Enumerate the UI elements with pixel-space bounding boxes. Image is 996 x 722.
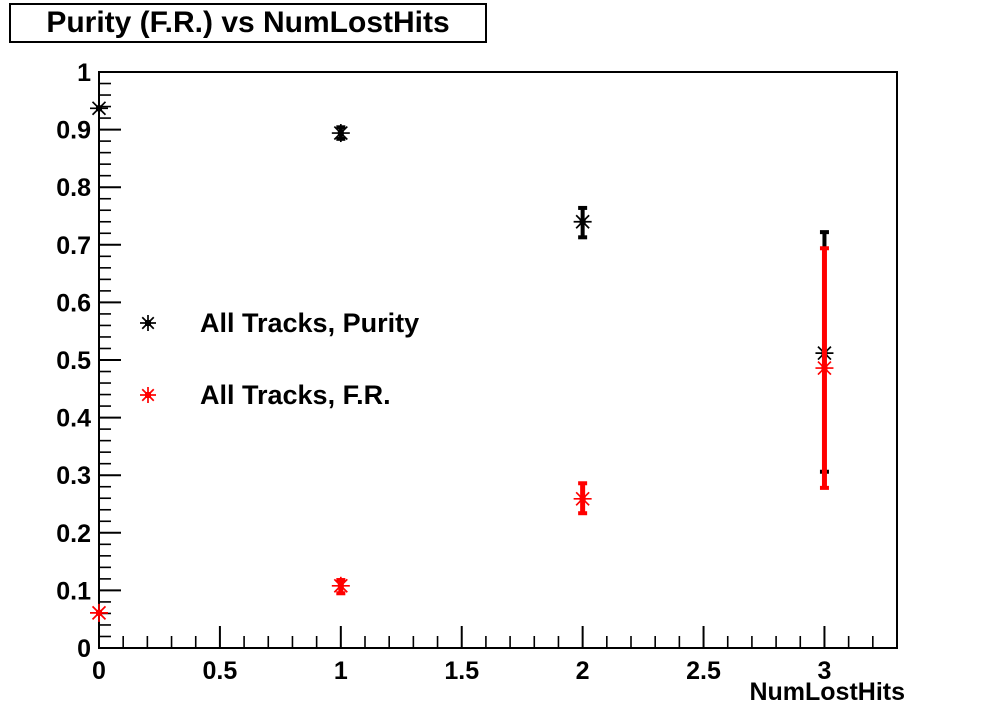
y-tick-label: 0.7: [56, 232, 91, 260]
chart-title: Purity (F.R.) vs NumLostHits: [46, 6, 450, 39]
marker-center: [96, 105, 102, 112]
y-tick-label: 0.3: [56, 462, 91, 490]
legend-marker-purity: [140, 315, 156, 331]
x-tick-label: 1.5: [444, 657, 479, 685]
x-tick-label: 2.5: [686, 657, 721, 685]
legend-marker-fr: [140, 387, 156, 403]
data-point-marker: [90, 603, 108, 622]
y-tick-label: 0.5: [56, 347, 91, 375]
y-tick-label: 0.1: [56, 577, 91, 605]
error-bar-cap-top: [819, 246, 829, 251]
legend-label-purity: All Tracks, Purity: [200, 307, 420, 338]
data-point-marker: [573, 489, 592, 508]
x-tick-label: 2: [576, 657, 590, 685]
y-tick-label: 0.6: [56, 289, 91, 317]
error-bar-cap-bottom: [578, 235, 588, 240]
marker-center: [337, 130, 344, 137]
marker-center: [145, 320, 151, 326]
plot-frame: [98, 71, 898, 649]
y-tick-label: 0.8: [56, 174, 91, 202]
data-point-marker: [90, 99, 108, 118]
chart-title-box: Purity (F.R.) vs NumLostHits: [9, 3, 487, 43]
y-tick-label: 0.2: [56, 520, 91, 548]
marker-center: [145, 392, 151, 398]
marker-center: [337, 582, 344, 589]
fr-asterisk-marker-icon: [140, 387, 156, 403]
error-bar-cap-bottom: [819, 485, 829, 490]
marker-center: [821, 365, 828, 372]
x-tick-label: 0: [92, 657, 106, 685]
marker-center: [96, 609, 102, 616]
data-point-marker: [815, 359, 834, 378]
y-tick-label: 0: [77, 635, 91, 663]
error-bar-cap-top: [819, 230, 829, 235]
error-bar-cap-bottom: [578, 511, 588, 516]
legend-entry-fr: All Tracks, F.R.: [135, 377, 391, 413]
x-tick-label: 0.5: [203, 657, 238, 685]
error-bar-cap-top: [578, 205, 588, 210]
y-tick-label: 0.9: [56, 117, 91, 145]
marker-center: [579, 495, 586, 502]
y-tick-label: 0.4: [56, 405, 91, 433]
data-point-marker: [331, 124, 350, 143]
x-tick-label: 1: [334, 657, 348, 685]
legend-entry-purity: All Tracks, Purity: [135, 305, 419, 341]
x-tick-label: 3: [818, 657, 832, 685]
error-bar-cap-top: [578, 481, 588, 486]
y-tick-label: 1: [77, 59, 91, 87]
legend-label-fr: All Tracks, F.R.: [200, 379, 391, 410]
x-axis-title: NumLostHits: [749, 678, 905, 706]
marker-center: [579, 218, 586, 225]
data-point-marker: [331, 576, 350, 595]
purity-asterisk-marker-icon: [140, 315, 156, 331]
data-point-marker: [573, 212, 592, 231]
